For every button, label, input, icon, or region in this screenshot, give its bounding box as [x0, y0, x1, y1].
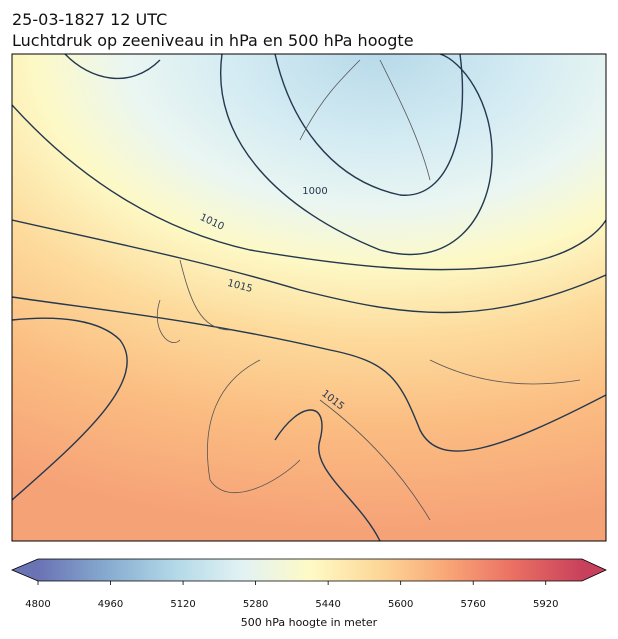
- colorbar-tick-label: 5280: [243, 599, 268, 610]
- map: 1000 1010 1015 1015: [12, 54, 606, 541]
- colorbar-body: [38, 559, 582, 581]
- contour-label: 1000: [302, 186, 327, 197]
- colorbar-label: 500 hPa hoogte in meter: [241, 616, 378, 629]
- colorbar-tick-label: 4800: [25, 599, 50, 610]
- colorbar-extend-high: [582, 559, 606, 581]
- colorbar-tick-label: 5920: [533, 599, 558, 610]
- colorbar-tick-label: 4960: [98, 599, 123, 610]
- colorbar-tick-label: 5760: [460, 599, 485, 610]
- colorbar: 500 hPa hoogte in meter 4800 4960 5120 5280…: [10, 558, 607, 629]
- colorbar-tick-label: 5120: [170, 599, 195, 610]
- colorbar-tick-label: 5440: [315, 599, 340, 610]
- subtitle: Luchtdruk op zeeniveau in hPa en 500 hPa…: [12, 31, 414, 50]
- colorbar-tick-label: 5600: [388, 599, 413, 610]
- map-frame: [11, 53, 607, 542]
- title: 25-03-1827 12 UTC: [12, 10, 167, 29]
- colorbar-extend-low: [12, 559, 38, 581]
